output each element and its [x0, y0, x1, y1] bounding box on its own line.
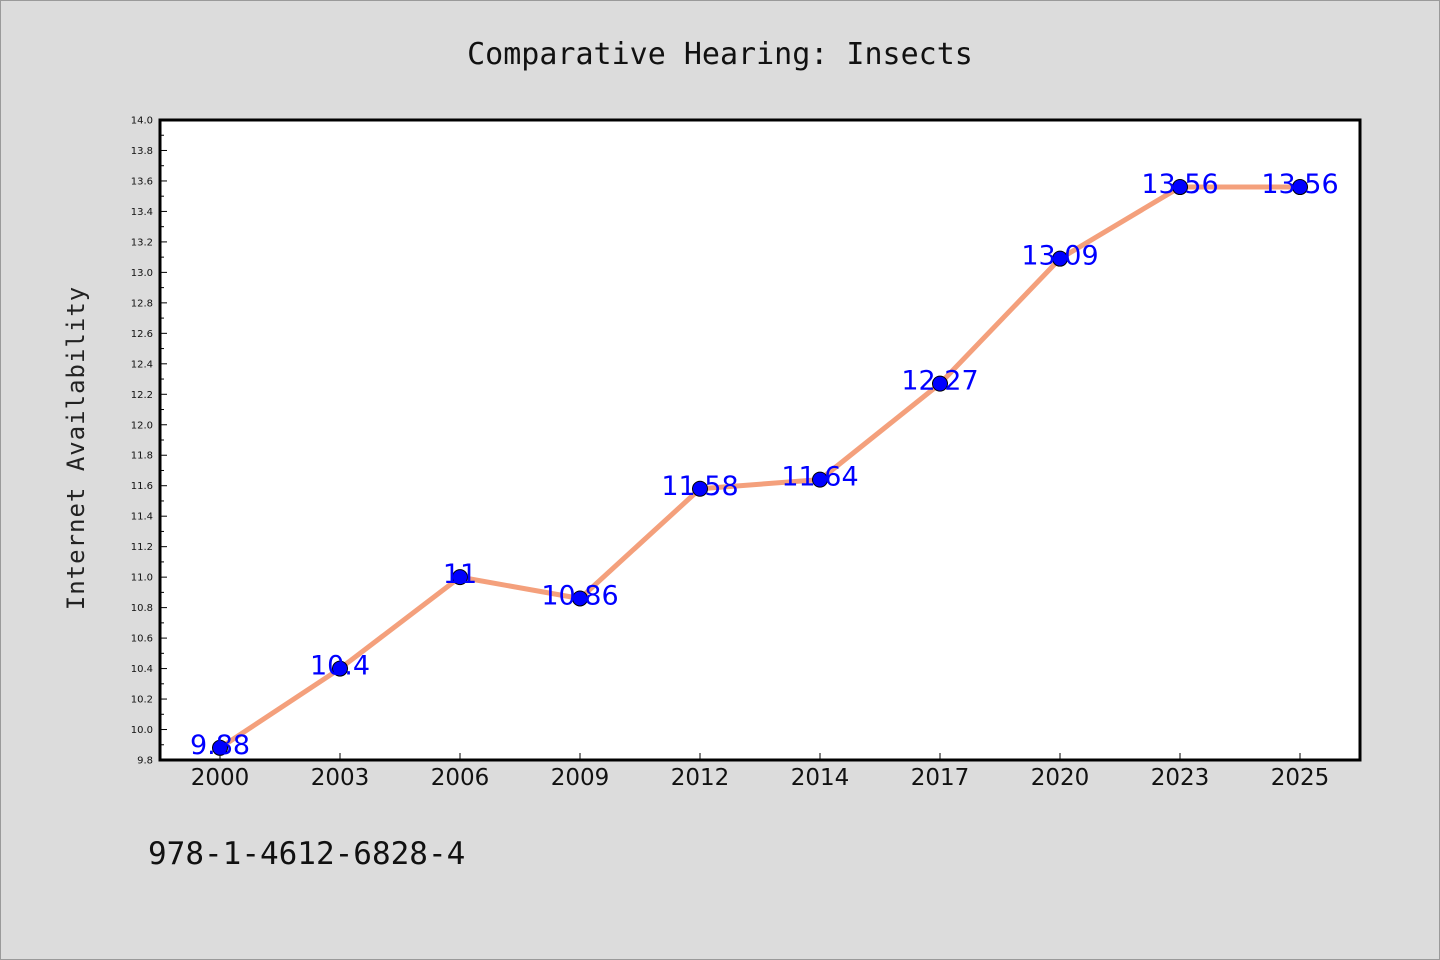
y-tick-label: 13.8	[131, 146, 153, 157]
data-label: 11	[443, 559, 477, 590]
y-tick-label: 12.0	[131, 420, 153, 431]
data-label: 12.27	[901, 366, 978, 397]
data-point	[692, 480, 708, 497]
data-label: 10.86	[541, 580, 618, 611]
x-tick-label: 2003	[311, 765, 370, 791]
data-label: 13.56	[1141, 169, 1218, 200]
x-tick-label: 2009	[551, 765, 610, 791]
data-point	[1052, 250, 1068, 267]
footnote-isbn: 978-1-4612-6828-4	[148, 836, 465, 872]
data-label: 10.4	[310, 651, 370, 682]
data-point	[332, 660, 348, 677]
y-axis-tick-labels: 9.8 10.0 10.2 10.4 10.6 10.8 11.0 11.2 11.4 11.6 1…	[131, 116, 153, 767]
y-tick-label: 11.4	[131, 512, 153, 523]
data-point	[212, 739, 228, 756]
series-line	[217, 184, 1303, 751]
x-tick-label: 2025	[1271, 765, 1330, 791]
data-point	[812, 471, 828, 488]
data-point	[932, 375, 948, 392]
data-label: 11.64	[781, 462, 858, 493]
y-tick-label: 11.2	[131, 542, 153, 553]
y-tick-label: 12.2	[131, 390, 153, 401]
y-tick-label: 11.8	[131, 451, 153, 462]
y-tick-label: 13.4	[131, 207, 153, 218]
y-tick-label: 11.6	[131, 481, 153, 492]
y-tick-label: 12.8	[131, 298, 153, 309]
data-point	[452, 569, 468, 586]
x-tick-label: 2000	[191, 765, 250, 791]
data-label: 11.58	[661, 471, 738, 502]
y-tick-label: 10.4	[131, 664, 153, 675]
y-tick-label: 11.0	[131, 573, 153, 584]
chart-title: Comparative Hearing: Insects	[467, 37, 973, 72]
plot-frame	[158, 118, 1362, 762]
data-label: 9.88	[190, 730, 250, 761]
x-tick-label: 2014	[791, 765, 850, 791]
y-tick-label: 13.2	[131, 237, 153, 248]
y-tick-label: 13.0	[131, 268, 153, 279]
x-tick-label: 2012	[671, 765, 730, 791]
data-point	[572, 590, 588, 607]
series-layer	[212, 179, 1308, 756]
y-tick-label: 10.6	[131, 634, 153, 645]
x-tick-label: 2020	[1031, 765, 1090, 791]
y-tick-label: 13.6	[131, 176, 153, 187]
y-tick-label: 12.4	[131, 359, 153, 370]
y-tick-label: 12.6	[131, 329, 153, 340]
x-tick-label: 2006	[431, 765, 490, 791]
data-point	[1172, 179, 1188, 196]
y-tick-label: 10.0	[131, 725, 153, 736]
x-tick-label: 2017	[911, 765, 970, 791]
y-tick-label: 10.2	[131, 695, 153, 706]
y-tick-label: 10.8	[131, 603, 153, 614]
data-label: 13.09	[1021, 241, 1098, 272]
data-point	[1292, 179, 1308, 196]
y-tick-label: 14.0	[131, 116, 153, 127]
y-axis-label: Internet Availability	[62, 286, 90, 610]
data-label: 13.56	[1261, 169, 1338, 200]
x-tick-label: 2023	[1151, 765, 1210, 791]
x-axis-tick-labels: 2000 2003 2006 2009 2012 2014 2017 2020 2023 2025	[191, 765, 1330, 791]
y-tick-label: 9.8	[137, 756, 153, 767]
data-label-layer: 9.88 10.4 11 10.86 11.58 11.64 12.27 13.09 13.56…	[190, 169, 1339, 761]
